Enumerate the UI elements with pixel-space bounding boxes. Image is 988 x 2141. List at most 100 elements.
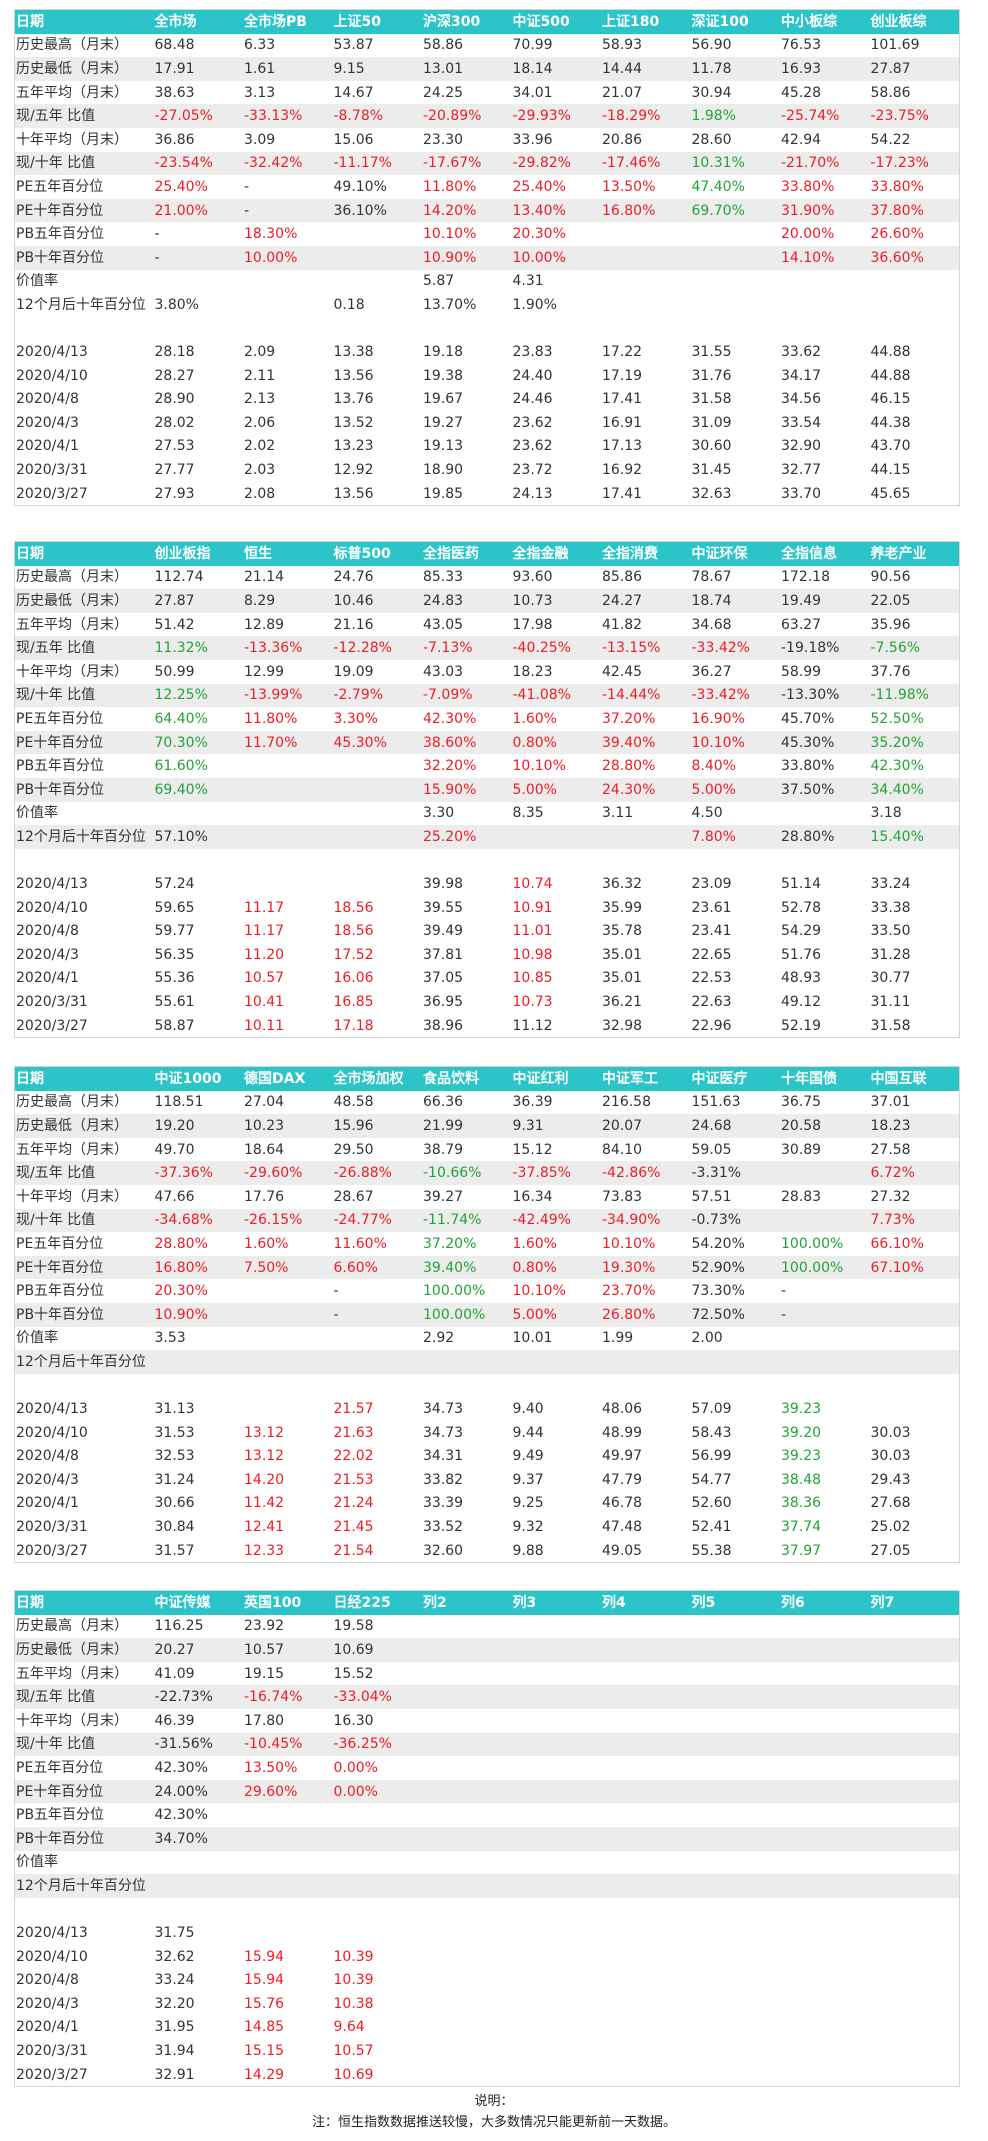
table-cell: 23.62 (512, 438, 553, 455)
table-cell (690, 1350, 780, 1374)
table-row: 2020/4/3 28.02 2.06 13.52 19.27 23.62 16.91 31.… (15, 411, 960, 435)
table-cell: 100.00% (780, 1255, 870, 1280)
table-cell (601, 1732, 691, 1757)
table-cell: 17.18 (333, 1017, 374, 1034)
table-cell: 35.78 (602, 923, 643, 940)
table-cell (512, 1945, 602, 1969)
table-row: PE五年百分位 64.40% 11.80% 3.30% 42.30% 1.60% 37.20… (15, 707, 960, 731)
table-cell: 42.45 (602, 663, 643, 680)
table-row: 12个月后十年百分位 (14, 1350, 959, 1374)
row-label: 12个月后十年百分位 (14, 1350, 154, 1374)
table-cell (154, 802, 244, 826)
row-label: 2020/4/10 (16, 1424, 88, 1441)
table-cell: 5.00% (511, 1302, 601, 1327)
table-cell (780, 849, 870, 873)
table-cell: 27.77 (154, 462, 195, 479)
table-cell: 15.40% (869, 825, 959, 849)
table-cell (780, 293, 870, 317)
row-label: 五年平均（月末） (16, 1141, 128, 1158)
row-label: 十年平均（月末） (16, 1712, 128, 1729)
table-cell (332, 1826, 422, 1851)
table-cell: -33.04% (332, 1685, 422, 1709)
table-row: PE五年百分位 42.30% 13.50% 0.00% (15, 1756, 960, 1780)
table-cell (690, 1685, 780, 1709)
table-cell (511, 1350, 601, 1374)
table-row (15, 849, 960, 873)
table-cell: 13.38 (333, 344, 374, 361)
table-cell (512, 1662, 602, 1686)
table-cell: -11.98% (869, 683, 959, 708)
row-label: 2020/4/13 (16, 1925, 88, 1942)
row-label: 2020/4/3 (16, 1471, 79, 1488)
table-cell: -26.15% (243, 1208, 333, 1233)
row-label: 现/十年 比值 (14, 151, 154, 176)
table-cell: 10.10% (423, 226, 477, 243)
table-cell (780, 1638, 870, 1662)
table-cell: - (781, 1283, 787, 1300)
table-cell: 26.80% (601, 1302, 691, 1327)
table-cell: 30.60 (691, 438, 732, 455)
table-row: 12个月后十年百分位 3.80% 0.18 13.70% 1.90% (15, 293, 960, 317)
table-cell: 39.20 (781, 1424, 822, 1441)
row-label: PB五年百分位 (16, 226, 105, 243)
table-cell: 28.83 (781, 1188, 822, 1205)
table-cell: 23.62 (512, 414, 553, 431)
table-cell (869, 1638, 959, 1662)
table-cell: 59.05 (691, 1141, 732, 1158)
table-cell: 15.94 (244, 1972, 285, 1989)
table-cell: 55.61 (154, 994, 195, 1011)
table-cell: -33.42% (690, 636, 780, 660)
table-cell: 30.84 (154, 1519, 195, 1536)
table-cell: 21.63 (333, 1424, 374, 1441)
header-row: 日期 中证传媒 英国100 日经225 列2 列3 列4 列5 列6 列7 (14, 1590, 959, 1615)
table-cell: 18.56 (333, 899, 374, 916)
table-cell (691, 1898, 781, 1922)
table-row: PE十年百分位 16.80% 7.50% 6.60% 39.40% 0.80% 19.30%… (14, 1255, 959, 1280)
table-cell (780, 1945, 870, 1969)
table-cell: 31.11 (870, 994, 911, 1011)
table-cell (691, 1615, 781, 1639)
table-cell (512, 1709, 602, 1733)
table-cell: 59.77 (154, 923, 195, 940)
table-cell (869, 1779, 959, 1804)
table-cell: 66.10% (870, 1235, 924, 1252)
table-cell: 49.12 (781, 994, 822, 1011)
table-cell: 33.96 (512, 131, 553, 148)
table-cell (780, 1662, 870, 1686)
table-cell (243, 1803, 333, 1827)
table-row: 2020/4/10 32.62 15.94 10.39 (15, 1945, 960, 1969)
table-row: PE十年百分位 70.30% 11.70% 45.30% 38.60% 0.80% 39.4… (14, 730, 959, 755)
table-cell: - (332, 1302, 422, 1327)
table-cell: 17.41 (602, 485, 643, 502)
header-row: 日期 创业板指 恒生 标普500 全指医药 全指金融 全指消费 中证环保 全指信息 养老产业 (14, 541, 959, 566)
table-row: 2020/3/31 31.94 15.15 10.57 (15, 2039, 960, 2063)
table-cell: 55.38 (691, 1542, 732, 1559)
table-cell: 19.38 (423, 367, 464, 384)
table-cell: 29.43 (870, 1471, 911, 1488)
table-cell: 20.86 (602, 131, 643, 148)
table-cell: 24.40 (512, 367, 553, 384)
table-cell: 42.30% (870, 758, 924, 775)
table-cell (870, 1709, 960, 1733)
table-cell: 14.44 (601, 57, 691, 81)
table-cell: 32.62 (154, 1948, 195, 1965)
table-cell (691, 1374, 781, 1398)
table-cell: 37.50% (780, 777, 870, 802)
table-cell (780, 2016, 870, 2040)
table-cell: 16.85 (333, 994, 374, 1011)
table-cell: 34.68 (691, 616, 732, 633)
table-cell: 16.80% (153, 1255, 243, 1280)
table-cell (780, 2039, 870, 2063)
table-cell (780, 1992, 870, 2016)
column-header: 标普500 (332, 541, 422, 566)
table-cell: 13.56 (333, 485, 374, 502)
table-cell (780, 1874, 870, 1898)
table-cell: 35.96 (870, 616, 911, 633)
table-cell (691, 2063, 781, 2087)
table-cell: 27.53 (154, 438, 195, 455)
table-cell (869, 1302, 959, 1327)
table-cell: 64.40% (154, 710, 208, 727)
table-cell: 56.35 (154, 946, 195, 963)
table-cell: 56.99 (691, 1448, 732, 1465)
table-cell: 1.61 (243, 57, 333, 81)
